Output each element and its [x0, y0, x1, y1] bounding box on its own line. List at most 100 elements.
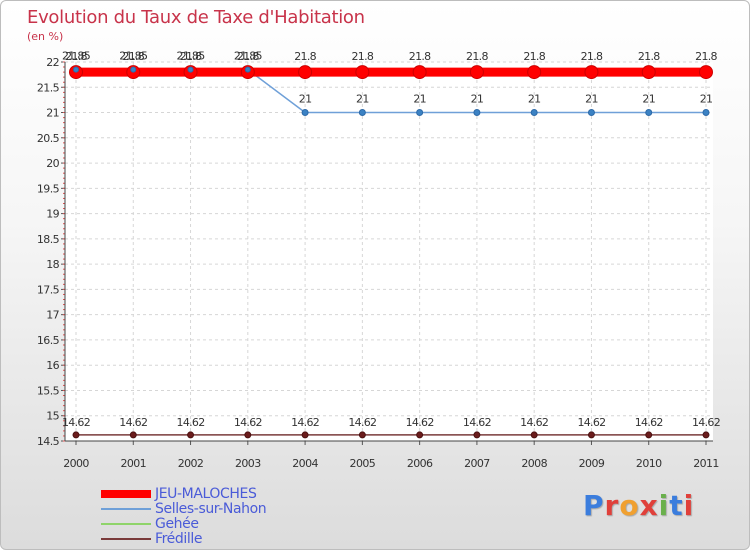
y-tick-label: 20 — [46, 157, 59, 170]
data-label: 14.62 — [577, 416, 605, 429]
data-point — [187, 66, 194, 73]
x-tick-label: 2010 — [636, 457, 662, 470]
data-point — [530, 109, 538, 117]
legend-label-jeu-maloches: JEU-MALOCHES — [155, 485, 257, 502]
data-point — [473, 109, 481, 117]
y-tick-label: 18.5 — [37, 233, 60, 246]
data-label: 14.62 — [177, 416, 205, 429]
data-point — [584, 65, 599, 80]
y-tick-label: 15 — [46, 410, 59, 423]
data-label: 21 — [528, 93, 541, 106]
y-tick-label: 22 — [46, 56, 59, 69]
data-label: 21.8 — [409, 50, 431, 63]
data-point — [645, 431, 653, 439]
data-point — [355, 65, 370, 80]
y-tick-label: 21.5 — [37, 81, 60, 94]
data-point — [645, 109, 653, 117]
data-point — [473, 431, 481, 439]
data-point — [301, 109, 309, 117]
data-point — [301, 431, 309, 439]
data-label: 14.62 — [234, 416, 262, 429]
plot-area — [65, 62, 713, 441]
data-point — [73, 66, 79, 73]
data-label: 21 — [299, 93, 312, 106]
data-point — [416, 431, 424, 439]
data-point — [244, 431, 252, 439]
data-label: 21 — [413, 93, 426, 106]
data-label: 14.62 — [348, 416, 376, 429]
data-label: 14.62 — [291, 416, 319, 429]
y-tick-label: 16 — [46, 359, 59, 372]
legend-swatch-selles-sur-nahon — [101, 507, 151, 510]
data-point — [412, 65, 427, 80]
data-label: 14.62 — [635, 416, 663, 429]
data-label: 21.8 — [466, 50, 488, 63]
data-label: 21.85 — [119, 50, 148, 63]
logo-letter: t — [669, 489, 684, 522]
data-label: 21.8 — [523, 50, 545, 63]
data-label: 21 — [585, 93, 598, 106]
x-tick-label: 2006 — [407, 457, 433, 470]
y-tick-label: 19 — [46, 208, 59, 221]
legend-swatch-jeu-maloches — [101, 489, 151, 498]
chart-title: Evolution du Taux de Taxe d'Habitation — [27, 7, 365, 28]
data-label: 21.8 — [65, 50, 87, 63]
legend-item-fredille: Frédille — [101, 530, 266, 547]
x-tick-label: 2005 — [350, 457, 376, 470]
y-tick-label: 21 — [46, 107, 59, 120]
data-label: 21.8 — [581, 50, 603, 63]
data-label: 14.62 — [119, 416, 147, 429]
data-label: 21.8 — [294, 50, 316, 63]
data-point — [129, 431, 137, 439]
data-point — [530, 431, 538, 439]
data-point — [702, 109, 710, 117]
data-label: 21.8 — [122, 50, 144, 63]
data-label: 14.62 — [406, 416, 434, 429]
data-point — [244, 66, 251, 73]
data-label: 21.85 — [62, 50, 91, 63]
logo-letter: i — [683, 489, 695, 522]
x-tick-label: 2004 — [292, 457, 318, 470]
chart-legend: JEU-MALOCHES Selles-sur-Nahon Gehée Fréd… — [101, 485, 267, 547]
data-label: 21.85 — [177, 50, 206, 63]
x-tick-label: 2009 — [579, 457, 605, 470]
logo-letter: o — [619, 489, 640, 522]
legend-label-gehee: Gehée — [155, 515, 199, 532]
y-tick-label: 16.5 — [37, 334, 60, 347]
data-point — [358, 431, 366, 439]
data-point — [130, 66, 137, 73]
data-label: 14.62 — [463, 416, 491, 429]
data-point — [587, 109, 595, 117]
data-point — [587, 431, 595, 439]
y-tick-label: 17.5 — [37, 283, 60, 296]
data-label: 21.8 — [695, 50, 717, 63]
logo-letter: x — [639, 489, 659, 522]
y-tick-label: 18 — [46, 258, 59, 271]
data-label: 14.62 — [62, 416, 90, 429]
data-label: 21.8 — [237, 50, 259, 63]
data-label: 21.85 — [234, 50, 263, 63]
legend-item-selles-sur-nahon: Selles-sur-Nahon — [101, 501, 267, 517]
logo-letter: i — [658, 489, 670, 522]
data-point — [702, 431, 710, 439]
data-label: 14.62 — [692, 416, 720, 429]
x-tick-label: 2000 — [63, 457, 89, 470]
x-tick-label: 2002 — [178, 457, 204, 470]
legend-swatch-gehee — [101, 522, 151, 525]
y-tick-label: 14.5 — [37, 435, 60, 448]
proxiti-logo: Proxiti — [583, 489, 694, 522]
data-point — [469, 65, 484, 80]
data-label: 21.8 — [180, 50, 202, 63]
legend-label-fredille: Frédille — [155, 530, 203, 547]
logo-letter: r — [604, 489, 620, 522]
data-label: 21 — [700, 93, 713, 106]
y-tick-label: 17 — [46, 309, 59, 322]
data-label: 21 — [642, 93, 655, 106]
data-point — [187, 431, 195, 439]
data-label: 21.8 — [638, 50, 660, 63]
x-tick-label: 2003 — [235, 457, 261, 470]
data-point — [699, 65, 713, 80]
data-point — [72, 431, 80, 439]
